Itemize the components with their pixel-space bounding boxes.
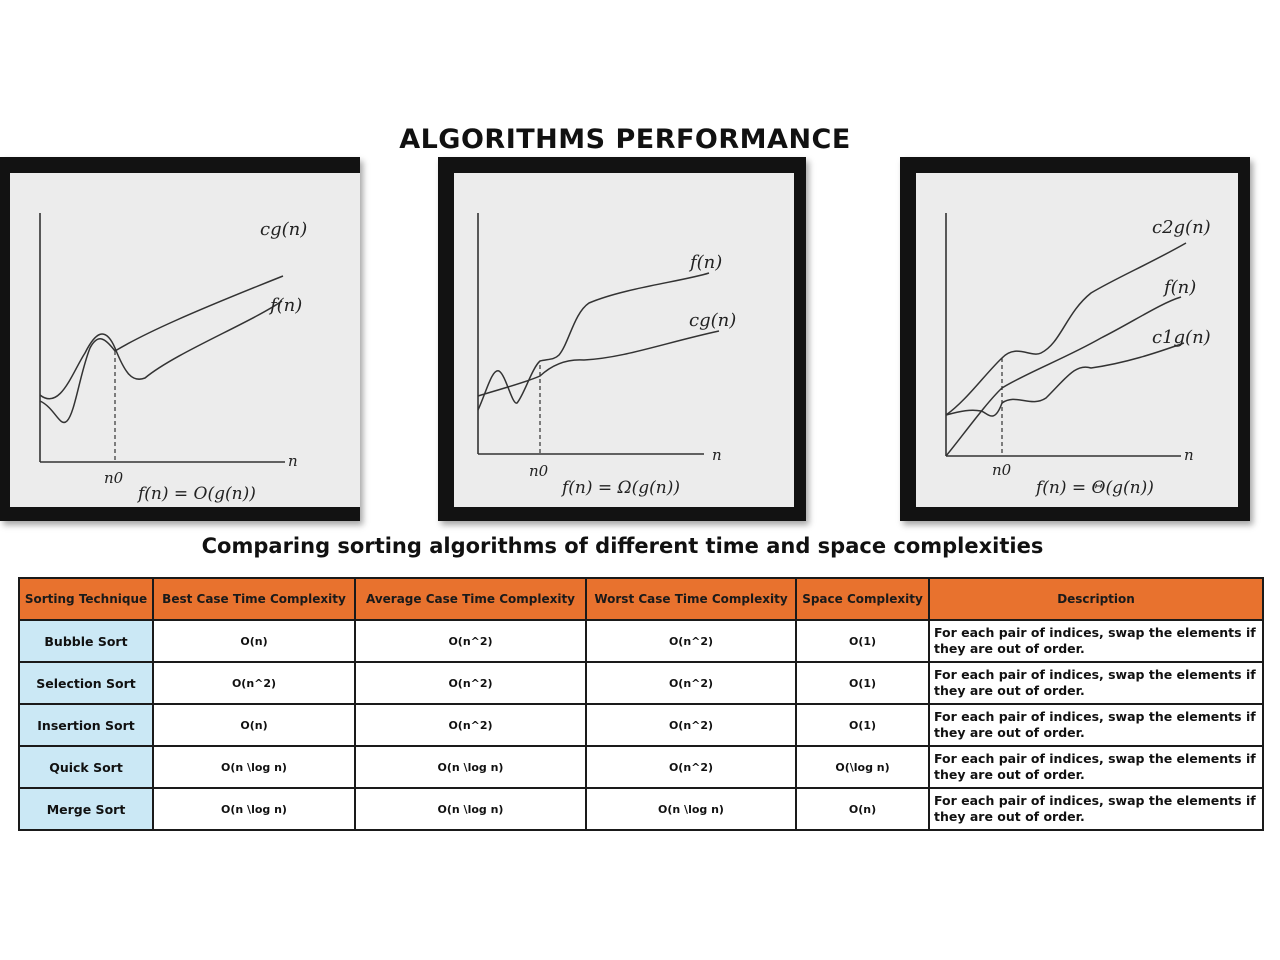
threshold-label: n0 (104, 469, 124, 487)
header-best-case: Best Case Time Complexity (152, 577, 356, 621)
average-case-cell: O(n \log n) (354, 745, 587, 789)
threshold-label: n0 (529, 462, 549, 480)
curve-label-upper: f(n) (688, 252, 722, 273)
table-row: Selection Sort O(n^2) O(n^2) O(n^2) O(1)… (18, 661, 1264, 705)
space-cell: O(\log n) (795, 745, 930, 789)
technique-cell: Merge Sort (18, 787, 154, 831)
worst-case-cell: O(n^2) (585, 619, 797, 663)
graph-caption: f(n) = O(g(n)) (136, 484, 256, 504)
graph-caption: f(n) = Θ(g(n)) (1034, 478, 1154, 498)
axis-label: n (288, 452, 298, 470)
table-title: Comparing sorting algorithms of differen… (201, 534, 1044, 558)
table-row: Bubble Sort O(n) O(n^2) O(n^2) O(1) For … (18, 619, 1264, 663)
best-case-cell: O(n^2) (152, 661, 356, 705)
table-row: Quick Sort O(n \log n) O(n \log n) O(n^2… (18, 745, 1264, 789)
average-case-cell: O(n^2) (354, 703, 587, 747)
header-description: Description (928, 577, 1264, 621)
header-average-case: Average Case Time Complexity (354, 577, 587, 621)
axis-label: n (712, 446, 722, 464)
description-cell: For each pair of indices, swap the eleme… (928, 745, 1264, 789)
table-header-row: Sorting Technique Best Case Time Complex… (18, 577, 1264, 621)
big-theta-graph: c2g(n) f(n) c1g(n) n n0 f(n) = Θ(g(n)) (900, 157, 1250, 521)
average-case-cell: O(n^2) (354, 619, 587, 663)
curve-label-upper: c2g(n) (1152, 217, 1211, 238)
description-cell: For each pair of indices, swap the eleme… (928, 703, 1264, 747)
axis-label: n (1184, 446, 1194, 464)
cg-curve (39, 300, 283, 400)
technique-cell: Bubble Sort (18, 619, 154, 663)
curve-label-lower: f(n) (268, 295, 302, 316)
worst-case-cell: O(n^2) (585, 661, 797, 705)
header-sorting-technique: Sorting Technique (18, 577, 154, 621)
big-o-graph: cg(n) f(n) n n0 f(n) = O(g(n)) (0, 157, 360, 521)
best-case-cell: O(n \log n) (152, 787, 356, 831)
header-worst-case: Worst Case Time Complexity (585, 577, 797, 621)
curve-label-middle: f(n) (1162, 277, 1196, 298)
f-curve (39, 275, 284, 424)
worst-case-cell: O(n \log n) (585, 787, 797, 831)
sorting-comparison-table: Sorting Technique Best Case Time Complex… (18, 577, 1264, 831)
technique-cell: Quick Sort (18, 745, 154, 789)
table-row: Insertion Sort O(n) O(n^2) O(n^2) O(1) F… (18, 703, 1264, 747)
table-row: Merge Sort O(n \log n) O(n \log n) O(n \… (18, 787, 1264, 831)
technique-cell: Insertion Sort (18, 703, 154, 747)
description-cell: For each pair of indices, swap the eleme… (928, 787, 1264, 831)
big-omega-graph: f(n) cg(n) n n0 f(n) = Ω(g(n)) (438, 157, 806, 521)
average-case-cell: O(n \log n) (354, 787, 587, 831)
worst-case-cell: O(n^2) (585, 703, 797, 747)
description-cell: For each pair of indices, swap the eleme… (928, 661, 1264, 705)
cg-curve (477, 330, 720, 397)
f-curve (945, 296, 1182, 457)
technique-cell: Selection Sort (18, 661, 154, 705)
space-cell: O(n) (795, 787, 930, 831)
worst-case-cell: O(n^2) (585, 745, 797, 789)
average-case-cell: O(n^2) (354, 661, 587, 705)
best-case-cell: O(n \log n) (152, 745, 356, 789)
c2g-curve (945, 242, 1187, 416)
space-cell: O(1) (795, 619, 930, 663)
header-space-complexity: Space Complexity (795, 577, 930, 621)
best-case-cell: O(n) (152, 619, 356, 663)
threshold-label: n0 (992, 461, 1012, 479)
curve-label-lower: cg(n) (689, 310, 736, 331)
space-cell: O(1) (795, 703, 930, 747)
curve-label-lower: c1g(n) (1152, 327, 1211, 348)
graph-caption: f(n) = Ω(g(n)) (560, 478, 680, 498)
description-cell: For each pair of indices, swap the eleme… (928, 619, 1264, 663)
best-case-cell: O(n) (152, 703, 356, 747)
curve-label-upper: cg(n) (260, 219, 307, 240)
c1g-curve (945, 342, 1185, 417)
page-title: ALGORITHMS PERFORMANCE (399, 124, 851, 155)
f-curve (477, 272, 710, 411)
space-cell: O(1) (795, 661, 930, 705)
